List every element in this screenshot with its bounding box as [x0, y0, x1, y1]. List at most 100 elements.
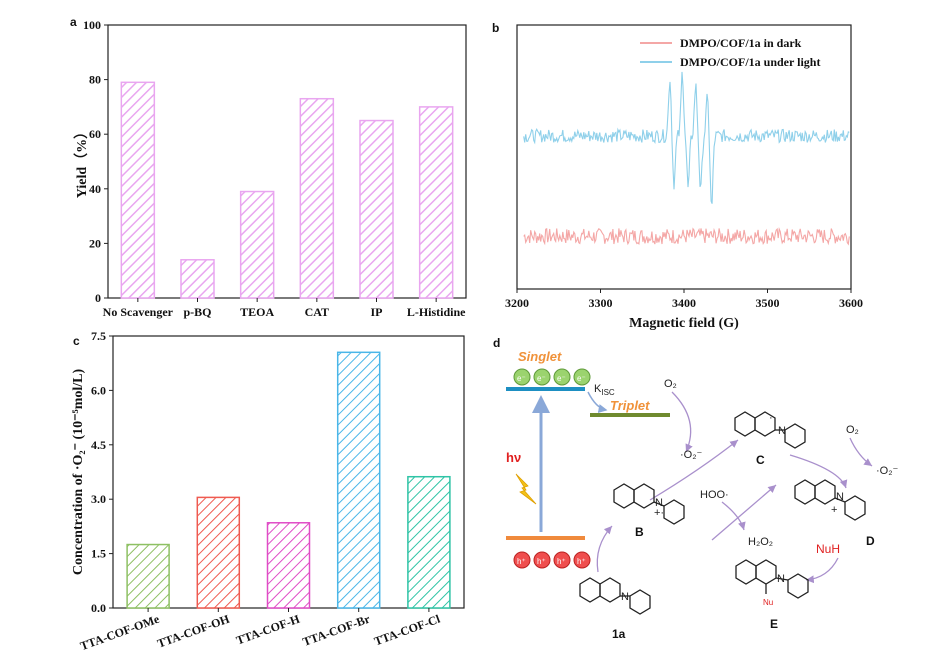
c-radical-mark: · — [769, 412, 773, 424]
triplet-label: Triplet — [610, 398, 650, 413]
y-axis-label-c: Concentration of ·O₂⁻ (10⁻⁵mol/L) — [71, 369, 86, 576]
electron-text: e⁻ — [577, 374, 586, 383]
hole-icon — [573, 551, 591, 569]
y-tick-label-c: 0.0 — [91, 601, 106, 615]
bar-c — [196, 496, 241, 609]
hole-text: h⁺ — [537, 557, 546, 566]
chart-b: 3200 3300 3400 3500 3600 Magnetic field (G) DM… — [505, 24, 863, 331]
x-tick-label-c: TTA-COF-OH — [155, 611, 232, 650]
y-tick-label-a: 100 — [83, 18, 101, 32]
y-tick-label-c: 1.5 — [91, 547, 106, 561]
molecule-c — [734, 411, 806, 449]
bar-c — [336, 351, 381, 609]
hoo-to-h2o2-arrow — [721, 501, 746, 531]
x-tick-label-a: p-BQ — [183, 305, 211, 319]
nuh-label: NuH — [816, 542, 840, 556]
y-tick-label-c: 7.5 — [91, 329, 106, 343]
electron-text: e⁻ — [537, 374, 546, 383]
y-tick-label-a: 40 — [89, 182, 101, 196]
bar-c — [407, 475, 451, 609]
x-tick-label-c: TTA-COF-H — [234, 611, 302, 647]
electron-text: e⁻ — [557, 374, 566, 383]
1a-to-b-arrow — [596, 525, 613, 573]
kisc-label: KISC — [594, 383, 615, 397]
x-tick-label-c: TTA-COF-Br — [301, 611, 373, 648]
x-tick-label-a: L-Histidine — [407, 305, 466, 319]
plot-frame-a — [107, 24, 467, 299]
hole-icon — [533, 551, 551, 569]
series-line-b — [523, 226, 850, 246]
label-d: D — [866, 534, 875, 548]
o2-oxidation-arrow — [849, 437, 873, 467]
hole-row: h⁺ h⁺ h⁺ h⁺ — [513, 551, 591, 569]
hole-text: h⁺ — [517, 557, 526, 566]
x-tick-label-c: TTA-COF-Cl — [372, 611, 442, 648]
x-tick-label-a: TEOA — [240, 305, 274, 319]
hoo-label: HOO· — [700, 489, 729, 501]
bar-c — [126, 543, 170, 609]
x-tick-label-c: TTA-COF-OMe — [78, 611, 162, 653]
bar-a — [299, 97, 335, 299]
o2-label-2: O₂ — [846, 424, 859, 436]
superoxide-to-hoo-arrow — [711, 484, 777, 541]
x-tick-label-b: 3400 — [672, 296, 696, 310]
c-to-d-arrow — [789, 454, 848, 489]
molecule-1a — [579, 577, 651, 615]
isc-arrow — [587, 391, 608, 413]
d-cation-mark: + — [831, 504, 837, 516]
y-tick-label-a: 20 — [89, 236, 101, 250]
legend-label-b: DMPO/COF/1a in dark — [680, 36, 802, 50]
x-tick-label-a: IP — [371, 305, 383, 319]
electron-icon — [513, 368, 531, 386]
series-line-b — [523, 71, 850, 204]
chart-a: 0 20 40 60 80 100 No Scavenger p-BQ TEOA CAT IP L-H… — [74, 18, 467, 319]
b-to-c-arrow — [649, 439, 739, 501]
bar-a — [418, 106, 454, 299]
label-e: E — [770, 617, 778, 631]
label-c: C — [756, 453, 765, 467]
panel-label-a: a — [70, 15, 77, 29]
hv-label: hν — [506, 450, 521, 465]
panel-label-b: b — [492, 21, 499, 35]
y-tick-label-a: 0 — [95, 291, 101, 305]
hole-text: h⁺ — [557, 557, 566, 566]
singlet-label: Singlet — [518, 349, 562, 364]
bar-a — [180, 259, 215, 299]
nu-label: Nu — [763, 598, 773, 607]
h2o2-label: H₂O₂ — [748, 536, 773, 548]
bar-c — [266, 522, 311, 609]
d-to-e-arrow — [805, 557, 839, 584]
panel-label-c: c — [73, 334, 80, 348]
x-tick-label-b: 3600 — [839, 296, 863, 310]
y-tick-label-a: 60 — [89, 127, 101, 141]
electron-row: e⁻ e⁻ e⁻ e⁻ — [513, 368, 591, 386]
y-tick-label-c: 3.0 — [91, 492, 106, 506]
bar-a — [359, 119, 394, 299]
x-tick-label-a: CAT — [305, 305, 329, 319]
x-tick-label-b: 3300 — [589, 296, 613, 310]
superoxide-label-2: ·O₂⁻ — [876, 465, 898, 477]
x-tick-label-a: No Scavenger — [103, 305, 174, 319]
hole-text: h⁺ — [577, 557, 586, 566]
x-axis-label-b: Magnetic field (G) — [629, 316, 739, 331]
molecule-b — [613, 483, 685, 525]
y-tick-label-a: 80 — [89, 73, 101, 87]
o2-reduction-arrow — [671, 391, 693, 453]
electron-icon — [533, 368, 551, 386]
label-b: B — [635, 525, 644, 539]
legend-label-b: DMPO/COF/1a under light — [680, 55, 820, 69]
electron-icon — [573, 368, 591, 386]
bar-a — [239, 190, 275, 299]
electron-text: e⁻ — [517, 374, 526, 383]
n-label-d: N — [836, 491, 844, 503]
hole-icon — [513, 551, 531, 569]
b-cation-radical-mark: +· — [654, 507, 664, 519]
y-tick-label-c: 6.0 — [91, 383, 106, 397]
molecule-d — [794, 479, 866, 521]
n-label-e: N — [777, 573, 785, 585]
x-tick-label-b: 3200 — [505, 296, 529, 310]
hole-icon — [553, 551, 571, 569]
label-1a: 1a — [612, 627, 626, 641]
